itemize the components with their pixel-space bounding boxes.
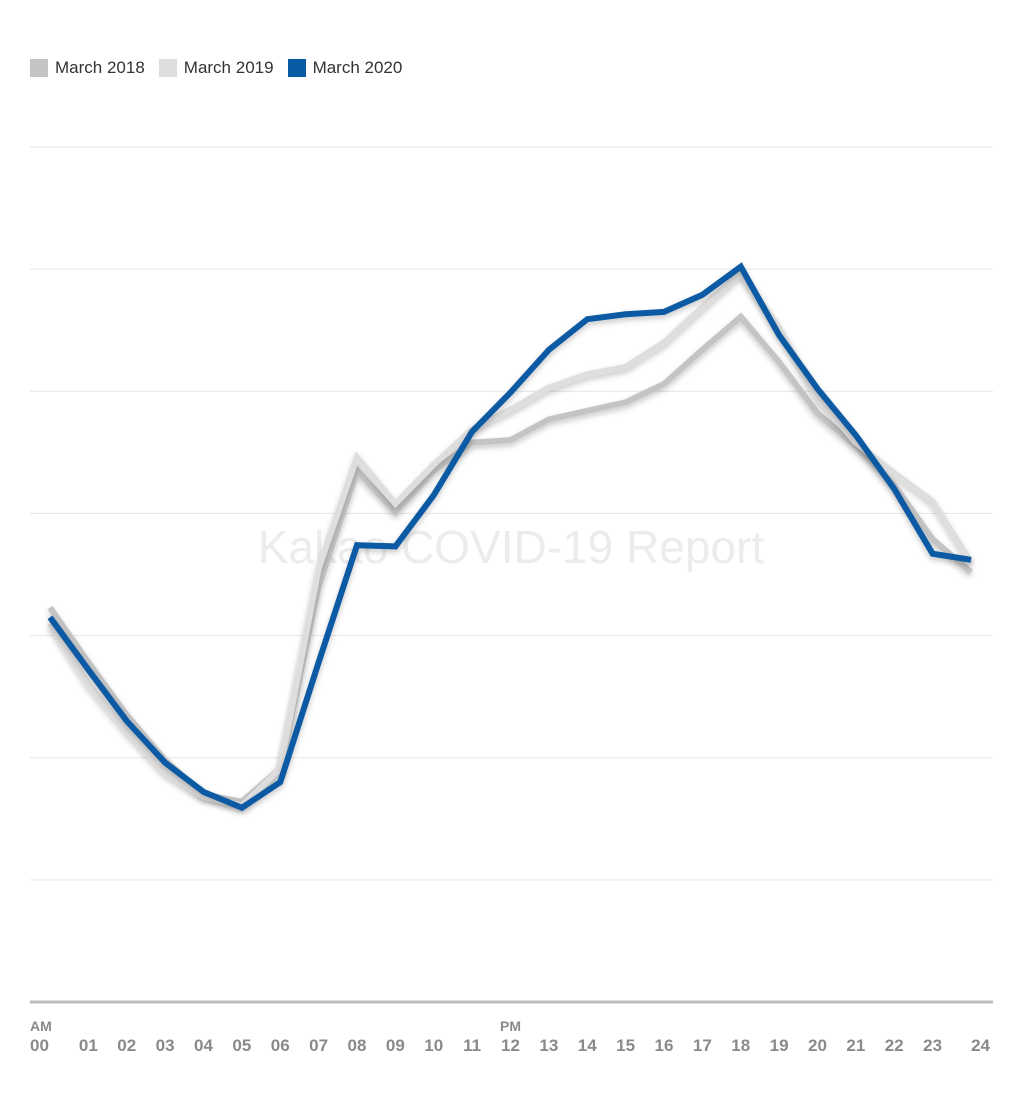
x-tick-label: 11 (463, 1036, 481, 1055)
legend: March 2018 March 2019 March 2020 (30, 58, 416, 78)
x-tick-label: 17 (693, 1036, 712, 1055)
x-tick-label: 09 (386, 1036, 405, 1055)
series-line-march-2020 (47, 262, 972, 812)
x-tick-label: 13 (539, 1036, 558, 1055)
x-tick-label: 14 (578, 1036, 597, 1055)
gridlines (30, 146, 993, 881)
x-tick-label: 16 (655, 1036, 674, 1055)
x-tick-label: 03 (156, 1036, 175, 1055)
legend-swatch (287, 59, 306, 77)
x-tick-label: 06 (271, 1036, 290, 1055)
x-tick-label: 23 (923, 1036, 942, 1055)
x-tick-label: 05 (232, 1036, 251, 1055)
x-tick-label: 24 (971, 1036, 990, 1055)
x-tick-label: 19 (770, 1036, 789, 1055)
x-axis-ticks: 00 01 02 03 04 05 06 07 08 09 10 11 12 13 14 15 16 17 18 19… (30, 1018, 991, 1055)
legend-item: March 2019 (158, 58, 274, 78)
legend-item: March 2018 (30, 58, 145, 78)
x-tick-label: 20 (808, 1036, 827, 1055)
x-tick-label: 10 (424, 1036, 443, 1055)
period-label: AM (30, 1018, 52, 1034)
series-line-march-2019 (47, 268, 974, 809)
legend-label: March 2020 (312, 58, 403, 77)
series-layer (47, 262, 974, 812)
legend-label: March 2018 (55, 58, 145, 77)
x-tick-label: 12 (501, 1036, 520, 1055)
x-tick-label: 22 (885, 1036, 904, 1055)
x-tick-label: 00 (30, 1036, 49, 1055)
watermark: Kakao COVID-19 Report (258, 521, 764, 573)
x-tick-label: 18 (731, 1036, 750, 1055)
x-tick-label: 01 (79, 1036, 98, 1055)
x-tick-label: 02 (117, 1036, 136, 1055)
x-tick-label: 21 (846, 1036, 865, 1055)
x-tick-label: 15 (616, 1036, 635, 1055)
legend-swatch (30, 59, 48, 77)
x-tick-label: 08 (348, 1036, 367, 1055)
period-label: PM (500, 1018, 521, 1034)
legend-item: March 2020 (287, 58, 403, 78)
legend-label: March 2019 (183, 58, 274, 77)
legend-swatch (158, 59, 177, 77)
x-tick-label: 07 (309, 1036, 328, 1055)
x-tick-label: 04 (194, 1036, 213, 1055)
